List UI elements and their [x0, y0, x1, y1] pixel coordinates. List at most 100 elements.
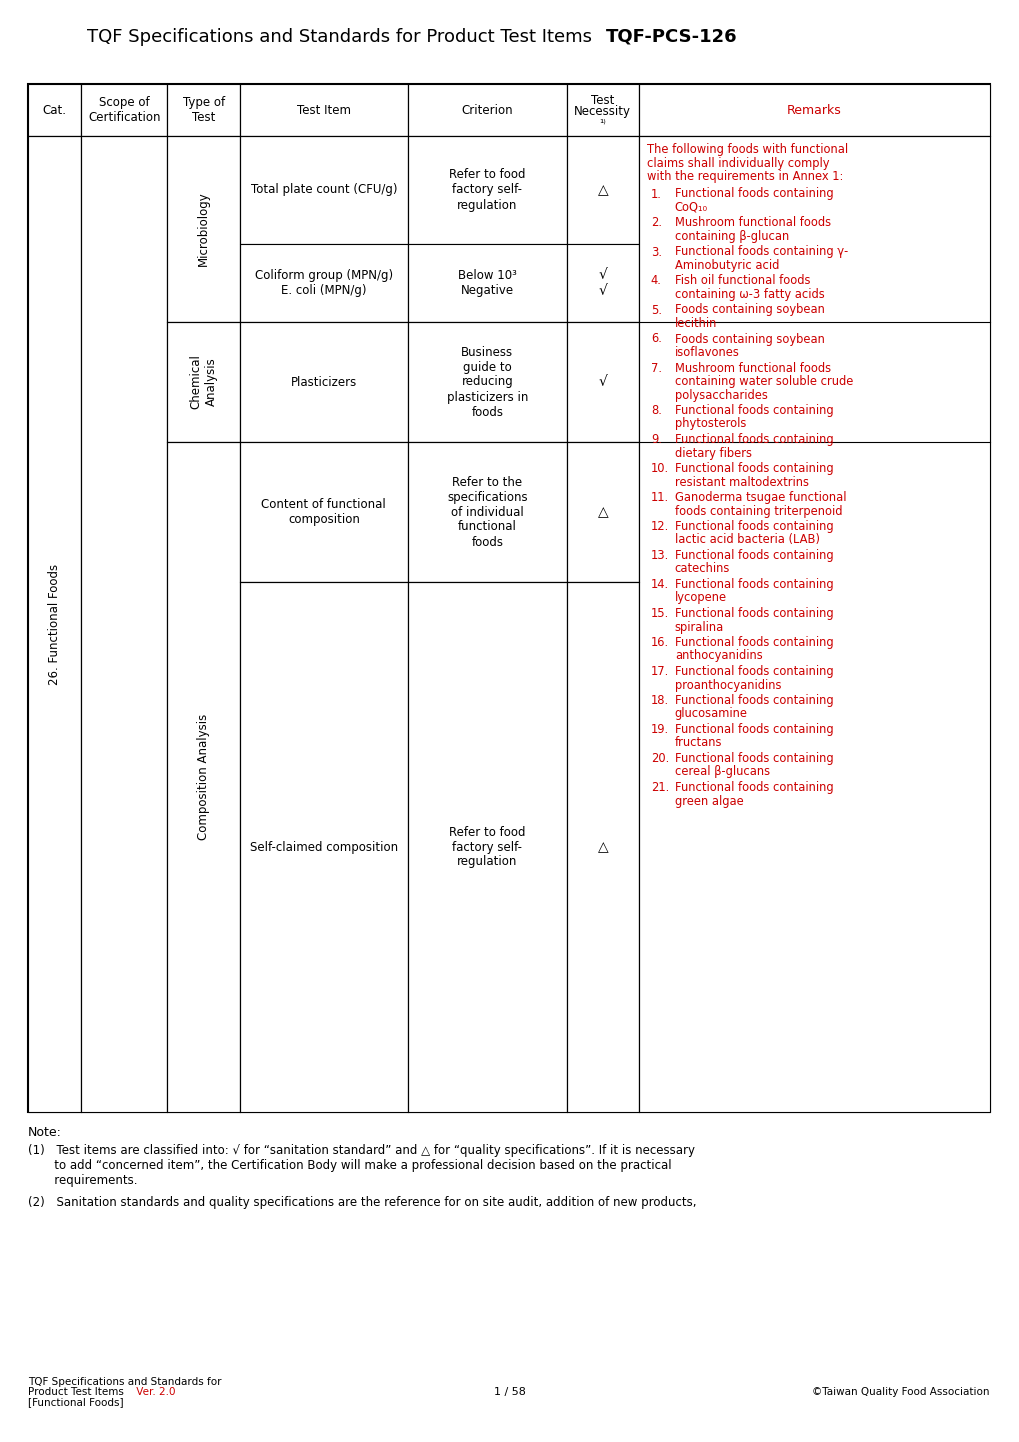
Text: 3.: 3.: [650, 245, 661, 258]
Text: [Functional Foods]: [Functional Foods]: [28, 1397, 123, 1407]
Bar: [408, 244, 567, 322]
Text: Ganoderma tsugae functional: Ganoderma tsugae functional: [675, 490, 846, 505]
Text: TQF-PCS-126: TQF-PCS-126: [605, 27, 737, 46]
Text: Remarks: Remarks: [787, 104, 841, 117]
Text: √: √: [598, 268, 606, 283]
Bar: [567, 136, 638, 244]
Text: Foods containing soybean: Foods containing soybean: [675, 333, 824, 346]
Bar: [28, 136, 81, 1112]
Text: proanthocyanidins: proanthocyanidins: [675, 679, 781, 692]
Text: Refer to food
factory self-
regulation: Refer to food factory self- regulation: [448, 825, 525, 868]
Text: The following foods with functional: The following foods with functional: [646, 143, 847, 156]
Text: Business
guide to
reducing
plasticizers in
foods: Business guide to reducing plasticizers …: [446, 346, 528, 418]
Bar: [239, 136, 408, 244]
Text: Chemical
Analysis: Chemical Analysis: [190, 355, 217, 410]
Text: 2.: 2.: [650, 216, 661, 229]
Text: Functional foods containing: Functional foods containing: [675, 751, 833, 766]
Bar: [167, 443, 239, 1112]
Text: spiralina: spiralina: [675, 620, 723, 633]
Text: 14.: 14.: [650, 578, 668, 591]
Text: Microbiology: Microbiology: [197, 192, 210, 267]
Text: fructans: fructans: [675, 737, 721, 750]
Bar: [239, 583, 408, 1112]
Text: Functional foods containing: Functional foods containing: [675, 636, 833, 649]
Bar: [408, 136, 567, 244]
Text: isoflavones: isoflavones: [675, 346, 739, 359]
Bar: [167, 322, 239, 443]
Text: Aminobutyric acid: Aminobutyric acid: [675, 260, 779, 273]
Text: √: √: [598, 375, 606, 389]
Text: 1.: 1.: [650, 187, 661, 200]
Text: Self-claimed composition: Self-claimed composition: [250, 841, 397, 854]
Text: 1 / 58: 1 / 58: [493, 1387, 526, 1397]
Text: containing water soluble crude: containing water soluble crude: [675, 375, 853, 388]
Text: Mushroom functional foods: Mushroom functional foods: [675, 362, 830, 375]
Text: lactic acid bacteria (LAB): lactic acid bacteria (LAB): [675, 534, 819, 547]
Bar: [408, 443, 567, 583]
Text: 6.: 6.: [650, 333, 661, 346]
Text: phytosterols: phytosterols: [675, 418, 746, 431]
Text: 19.: 19.: [650, 722, 668, 735]
Text: 20.: 20.: [650, 751, 668, 766]
Bar: [239, 244, 408, 322]
Text: TQF Specifications and Standards for: TQF Specifications and Standards for: [28, 1377, 221, 1387]
Text: Functional foods containing: Functional foods containing: [675, 665, 833, 678]
Text: Below 10³
Negative: Below 10³ Negative: [458, 270, 517, 297]
Text: Test Item: Test Item: [297, 104, 351, 117]
Bar: [81, 84, 167, 136]
Text: 9.: 9.: [650, 433, 661, 446]
Bar: [408, 322, 567, 443]
Bar: [167, 136, 239, 322]
Text: Functional foods containing: Functional foods containing: [675, 607, 833, 620]
Text: 13.: 13.: [650, 549, 668, 562]
Text: foods containing triterpenoid: foods containing triterpenoid: [675, 505, 842, 518]
Text: Foods containing soybean: Foods containing soybean: [675, 303, 824, 316]
Bar: [81, 136, 167, 1112]
Text: (1) Test items are classified into: √ for “sanitation standard” and △ for “quali: (1) Test items are classified into: √ fo…: [28, 1144, 694, 1187]
Bar: [567, 583, 638, 1112]
Text: Functional foods containing: Functional foods containing: [675, 694, 833, 707]
Text: green algae: green algae: [675, 795, 743, 808]
Text: Refer to the
specifications
of individual
functional
foods: Refer to the specifications of individua…: [446, 476, 527, 548]
Bar: [167, 84, 239, 136]
Text: Cat.: Cat.: [43, 104, 66, 117]
Text: Fish oil functional foods: Fish oil functional foods: [675, 274, 809, 287]
Bar: [567, 84, 638, 136]
Text: △: △: [597, 841, 607, 854]
Bar: [567, 244, 638, 322]
Bar: [408, 84, 567, 136]
Text: 11.: 11.: [650, 490, 668, 505]
Text: catechins: catechins: [675, 562, 730, 575]
Text: 7.: 7.: [650, 362, 661, 375]
Text: Plasticizers: Plasticizers: [290, 375, 357, 388]
Text: 17.: 17.: [650, 665, 668, 678]
Text: Type of
Test: Type of Test: [182, 97, 224, 124]
Text: claims shall individually comply: claims shall individually comply: [646, 157, 828, 170]
Text: 4.: 4.: [650, 274, 661, 287]
Text: TQF Specifications and Standards for Product Test Items: TQF Specifications and Standards for Pro…: [88, 27, 592, 46]
Text: 5.: 5.: [650, 303, 661, 316]
Text: Functional foods containing: Functional foods containing: [675, 578, 833, 591]
Bar: [239, 322, 408, 443]
Text: Functional foods containing: Functional foods containing: [675, 461, 833, 474]
Bar: [239, 443, 408, 583]
Text: Refer to food
factory self-
regulation: Refer to food factory self- regulation: [448, 169, 525, 212]
Bar: [567, 443, 638, 583]
Text: Functional foods containing: Functional foods containing: [675, 722, 833, 735]
Bar: [638, 84, 989, 136]
Text: 10.: 10.: [650, 461, 668, 474]
Text: Mushroom functional foods: Mushroom functional foods: [675, 216, 830, 229]
Text: 26. Functional Foods: 26. Functional Foods: [48, 564, 61, 685]
Text: Functional foods containing: Functional foods containing: [675, 782, 833, 795]
Text: Functional foods containing: Functional foods containing: [675, 433, 833, 446]
Text: anthocyanidins: anthocyanidins: [675, 649, 762, 662]
Text: cereal β-glucans: cereal β-glucans: [675, 766, 769, 779]
Text: Test: Test: [591, 95, 613, 108]
Text: △: △: [597, 505, 607, 519]
Text: △: △: [597, 183, 607, 198]
Text: 12.: 12.: [650, 521, 668, 534]
Text: lecithin: lecithin: [675, 317, 716, 330]
Text: Scope of
Certification: Scope of Certification: [88, 97, 160, 124]
Text: Functional foods containing: Functional foods containing: [675, 404, 833, 417]
Text: Functional foods containing: Functional foods containing: [675, 549, 833, 562]
